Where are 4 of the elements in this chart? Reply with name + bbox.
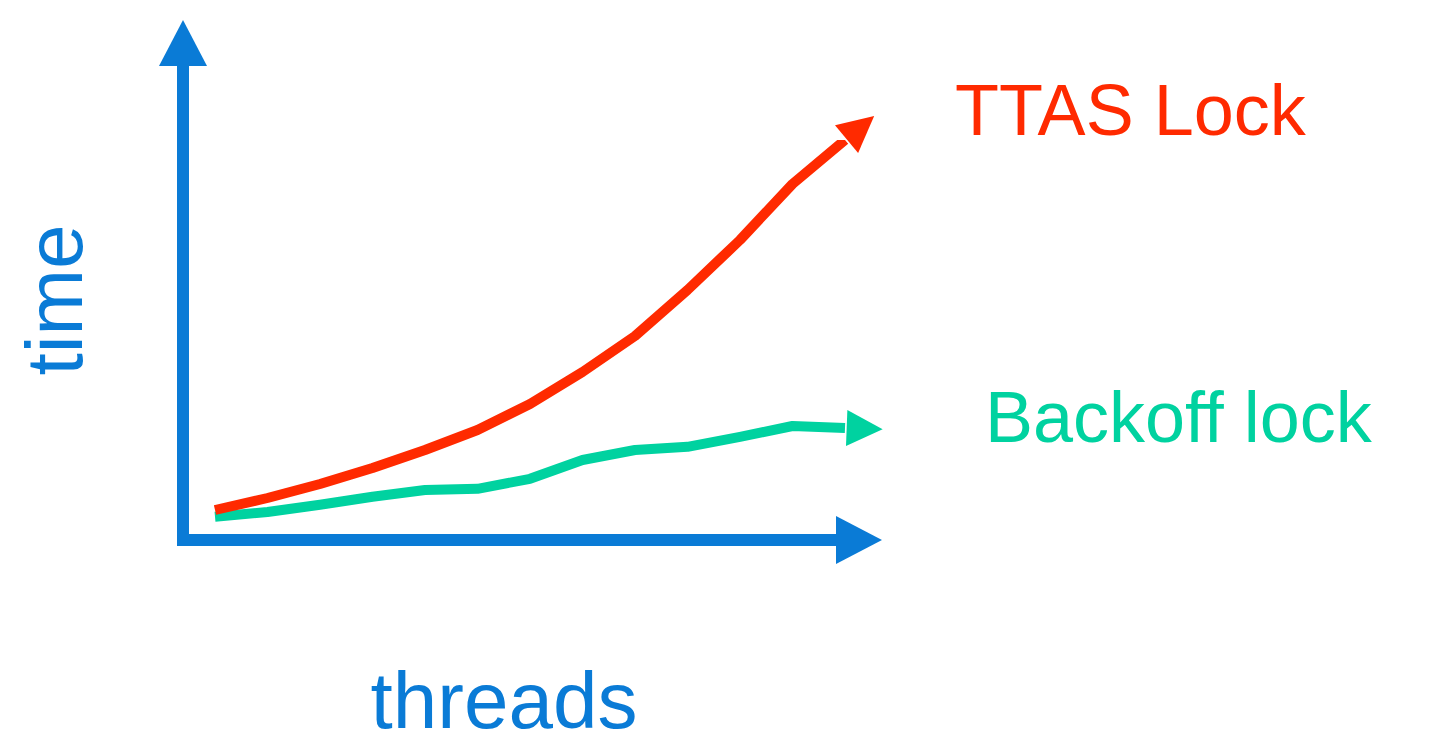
y-axis-title: time — [10, 224, 99, 376]
legend-label: TTAS Lock — [955, 69, 1307, 150]
x-axis-title: threads — [370, 656, 638, 737]
legend-label: Backoff lock — [985, 376, 1373, 457]
